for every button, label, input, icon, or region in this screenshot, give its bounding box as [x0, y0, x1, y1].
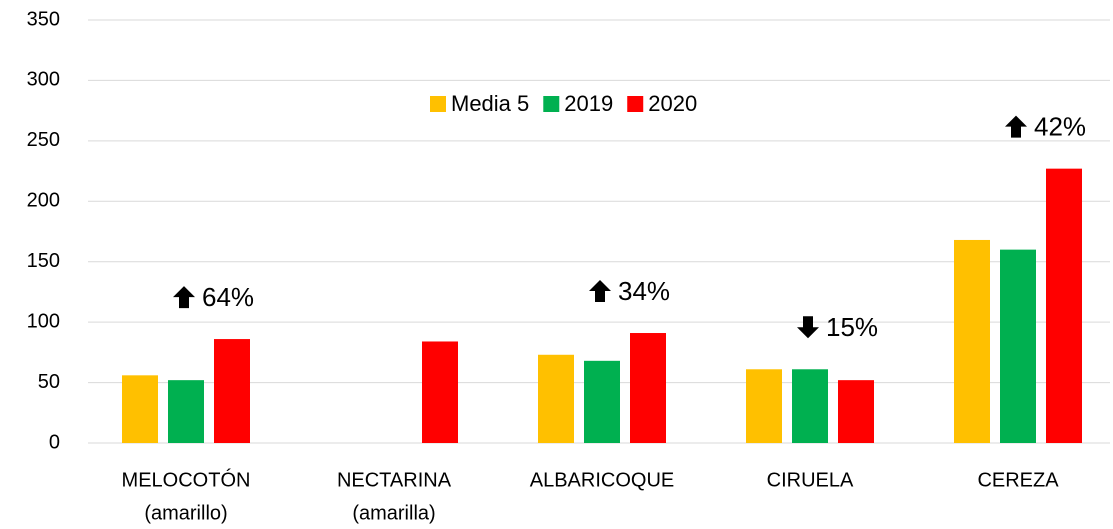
y-tick-label: 250	[27, 129, 60, 151]
annotation: 34%	[618, 276, 670, 306]
y-tick-label: 100	[27, 310, 60, 332]
x-tick-label: MELOCOTÓN	[122, 468, 251, 491]
bar	[838, 380, 874, 443]
legend-label: 2020	[648, 91, 697, 116]
annotation: 15%	[826, 312, 878, 342]
bar	[168, 380, 204, 443]
legend-swatch	[430, 96, 446, 112]
x-tick-label: NECTARINA	[337, 469, 452, 491]
bar	[584, 360, 620, 443]
bar	[1000, 249, 1036, 443]
y-tick-label: 50	[38, 371, 60, 393]
legend-swatch	[627, 96, 644, 112]
bar	[538, 354, 574, 443]
y-tick-label: 0	[49, 431, 60, 453]
legend-label: Media 5	[451, 91, 529, 116]
bar	[422, 341, 458, 443]
annotation-arrow	[797, 316, 819, 339]
annotation-arrow	[1005, 115, 1027, 138]
bar	[214, 339, 250, 443]
y-tick-label: 350	[27, 8, 60, 30]
x-tick-label: ALBARICOQUE	[530, 469, 674, 491]
bar	[630, 333, 666, 443]
legend-swatch	[543, 96, 560, 112]
x-tick-label: (amarilla)	[352, 502, 435, 524]
x-tick-label: CEREZA	[977, 469, 1059, 491]
bar	[122, 375, 158, 443]
annotation: 42%	[1034, 112, 1086, 142]
bar	[792, 369, 828, 443]
annotation-arrow	[173, 286, 195, 309]
x-tick-label: CIRUELA	[767, 469, 854, 491]
y-tick-label: 300	[27, 69, 60, 91]
bar	[746, 369, 782, 443]
y-tick-label: 150	[27, 250, 60, 272]
x-tick-label: (amarillo)	[144, 502, 227, 524]
annotation: 64%	[202, 282, 254, 312]
y-tick-label: 200	[27, 190, 60, 212]
bar	[1046, 168, 1082, 443]
legend-label: 2019	[564, 91, 613, 116]
annotation-arrow	[589, 280, 611, 303]
bar	[954, 239, 990, 443]
